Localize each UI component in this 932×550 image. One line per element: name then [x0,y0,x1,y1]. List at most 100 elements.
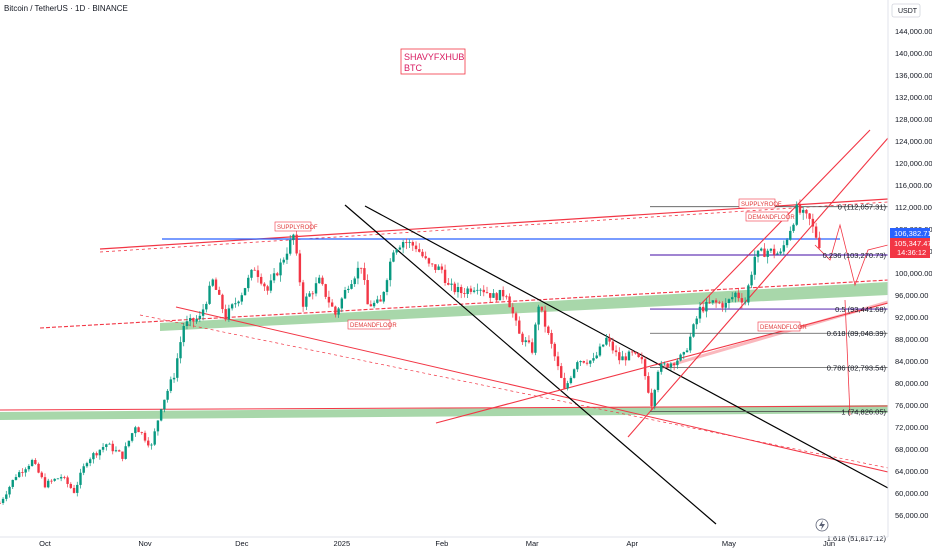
candle-body [450,283,453,285]
candle-body [269,280,273,291]
candle-body [640,357,644,360]
candle-body [605,337,608,345]
y-tick-label: 116,000.00 [895,181,932,190]
candle-body [750,274,753,286]
candle-body [434,264,437,270]
candle-body [163,399,166,410]
candle-body [88,459,92,464]
price-axis[interactable]: 144,000.00 140,000.00 136,000.00 132,000.00… [887,0,932,537]
candle-body [337,308,340,315]
candle-body [56,478,60,480]
candle-body [308,293,311,297]
candle-body [498,289,502,301]
fib-layer: 0 (112,057.31) 0.236 (103,270.73) 0.5 (93,… [650,203,888,543]
candle-body [350,284,353,289]
demand-zone-lower [0,405,888,420]
candle-body [672,363,676,366]
candle-body [660,363,663,372]
candle-body [153,431,156,445]
candle-body [85,463,89,467]
candle-body [756,250,760,257]
candle-body [366,280,369,305]
candle-body [627,351,631,361]
candle-body [705,301,708,312]
candle-body [37,463,40,473]
candle-body [121,451,124,459]
time-axis[interactable]: Oct Nov Dec 2025 Feb Mar Apr May Jun [0,536,888,548]
candle-body [714,300,718,303]
candle-body [589,360,592,364]
fib-level-label: 0.5 (93,441.68) [835,305,886,314]
annotation-supplyroof-2-text: SUPPLYROOF [741,202,782,208]
candle-body [711,300,715,303]
candle-body [127,440,131,447]
candle-body [472,290,476,292]
candle-body [734,292,737,298]
candle-body [747,285,750,303]
candle-body [582,361,585,363]
candle-body [276,273,279,276]
y-tick-label: 144,000.00 [895,27,932,36]
candle-body [682,352,686,355]
candle-body [731,297,734,300]
candle-body [172,377,176,380]
candle-body [466,288,469,294]
lightning-icon[interactable] [815,518,829,532]
y-tick-label: 76,000.00 [895,401,928,410]
candles-layer [0,199,821,505]
candle-body [47,480,50,488]
candle-body [482,289,485,293]
candle-body [527,340,531,343]
candle-body [247,277,250,289]
candle-body [724,302,727,308]
candle-body [159,409,163,421]
candle-body [556,356,560,367]
candle-body [118,450,121,452]
candle-body [679,354,682,361]
x-tick-label: Apr [626,539,638,548]
candle-body [437,266,440,270]
support-trendline [39,279,889,329]
candle-body [798,204,802,213]
candle-body [253,269,256,271]
candle-body [572,369,576,378]
currency-badge[interactable]: USDT [891,3,921,18]
candle-body [353,278,356,285]
x-tick-label: Mar [526,539,539,548]
candle-body [311,293,314,295]
candle-body [279,262,282,276]
candle-body [334,306,337,315]
candle-body [414,245,418,250]
y-tick-label: 84,000.00 [895,357,928,366]
candle-body [772,248,776,255]
candle-body [205,303,208,310]
candle-body [5,494,8,499]
y-tick-label: 80,000.00 [895,379,928,388]
candle-body [469,288,473,292]
candle-body [563,377,566,389]
candle-body [169,379,173,391]
candle-body [463,293,466,294]
candle-body [76,484,79,493]
candle-body [369,304,373,307]
candle-body [405,242,408,243]
candle-body [424,256,427,259]
candle-body [295,234,298,254]
candle-body [82,466,85,473]
candle-body [701,306,705,312]
candle-body [763,248,766,257]
candle-body [492,293,495,298]
candle-body [298,253,302,283]
candle-body [505,296,508,298]
candle-body [324,284,327,297]
candle-body [808,213,811,219]
y-tick-label: 92,000.00 [895,313,928,322]
candle-body [779,251,782,254]
candle-body [647,376,650,393]
candle-body [743,302,747,304]
annotation-supplyroof-2: SUPPLYROOF [738,198,782,209]
candle-body [579,361,582,363]
candle-body [608,337,611,342]
annotation-demandfloor-2-text: DEMANDFLOOR [748,215,795,221]
